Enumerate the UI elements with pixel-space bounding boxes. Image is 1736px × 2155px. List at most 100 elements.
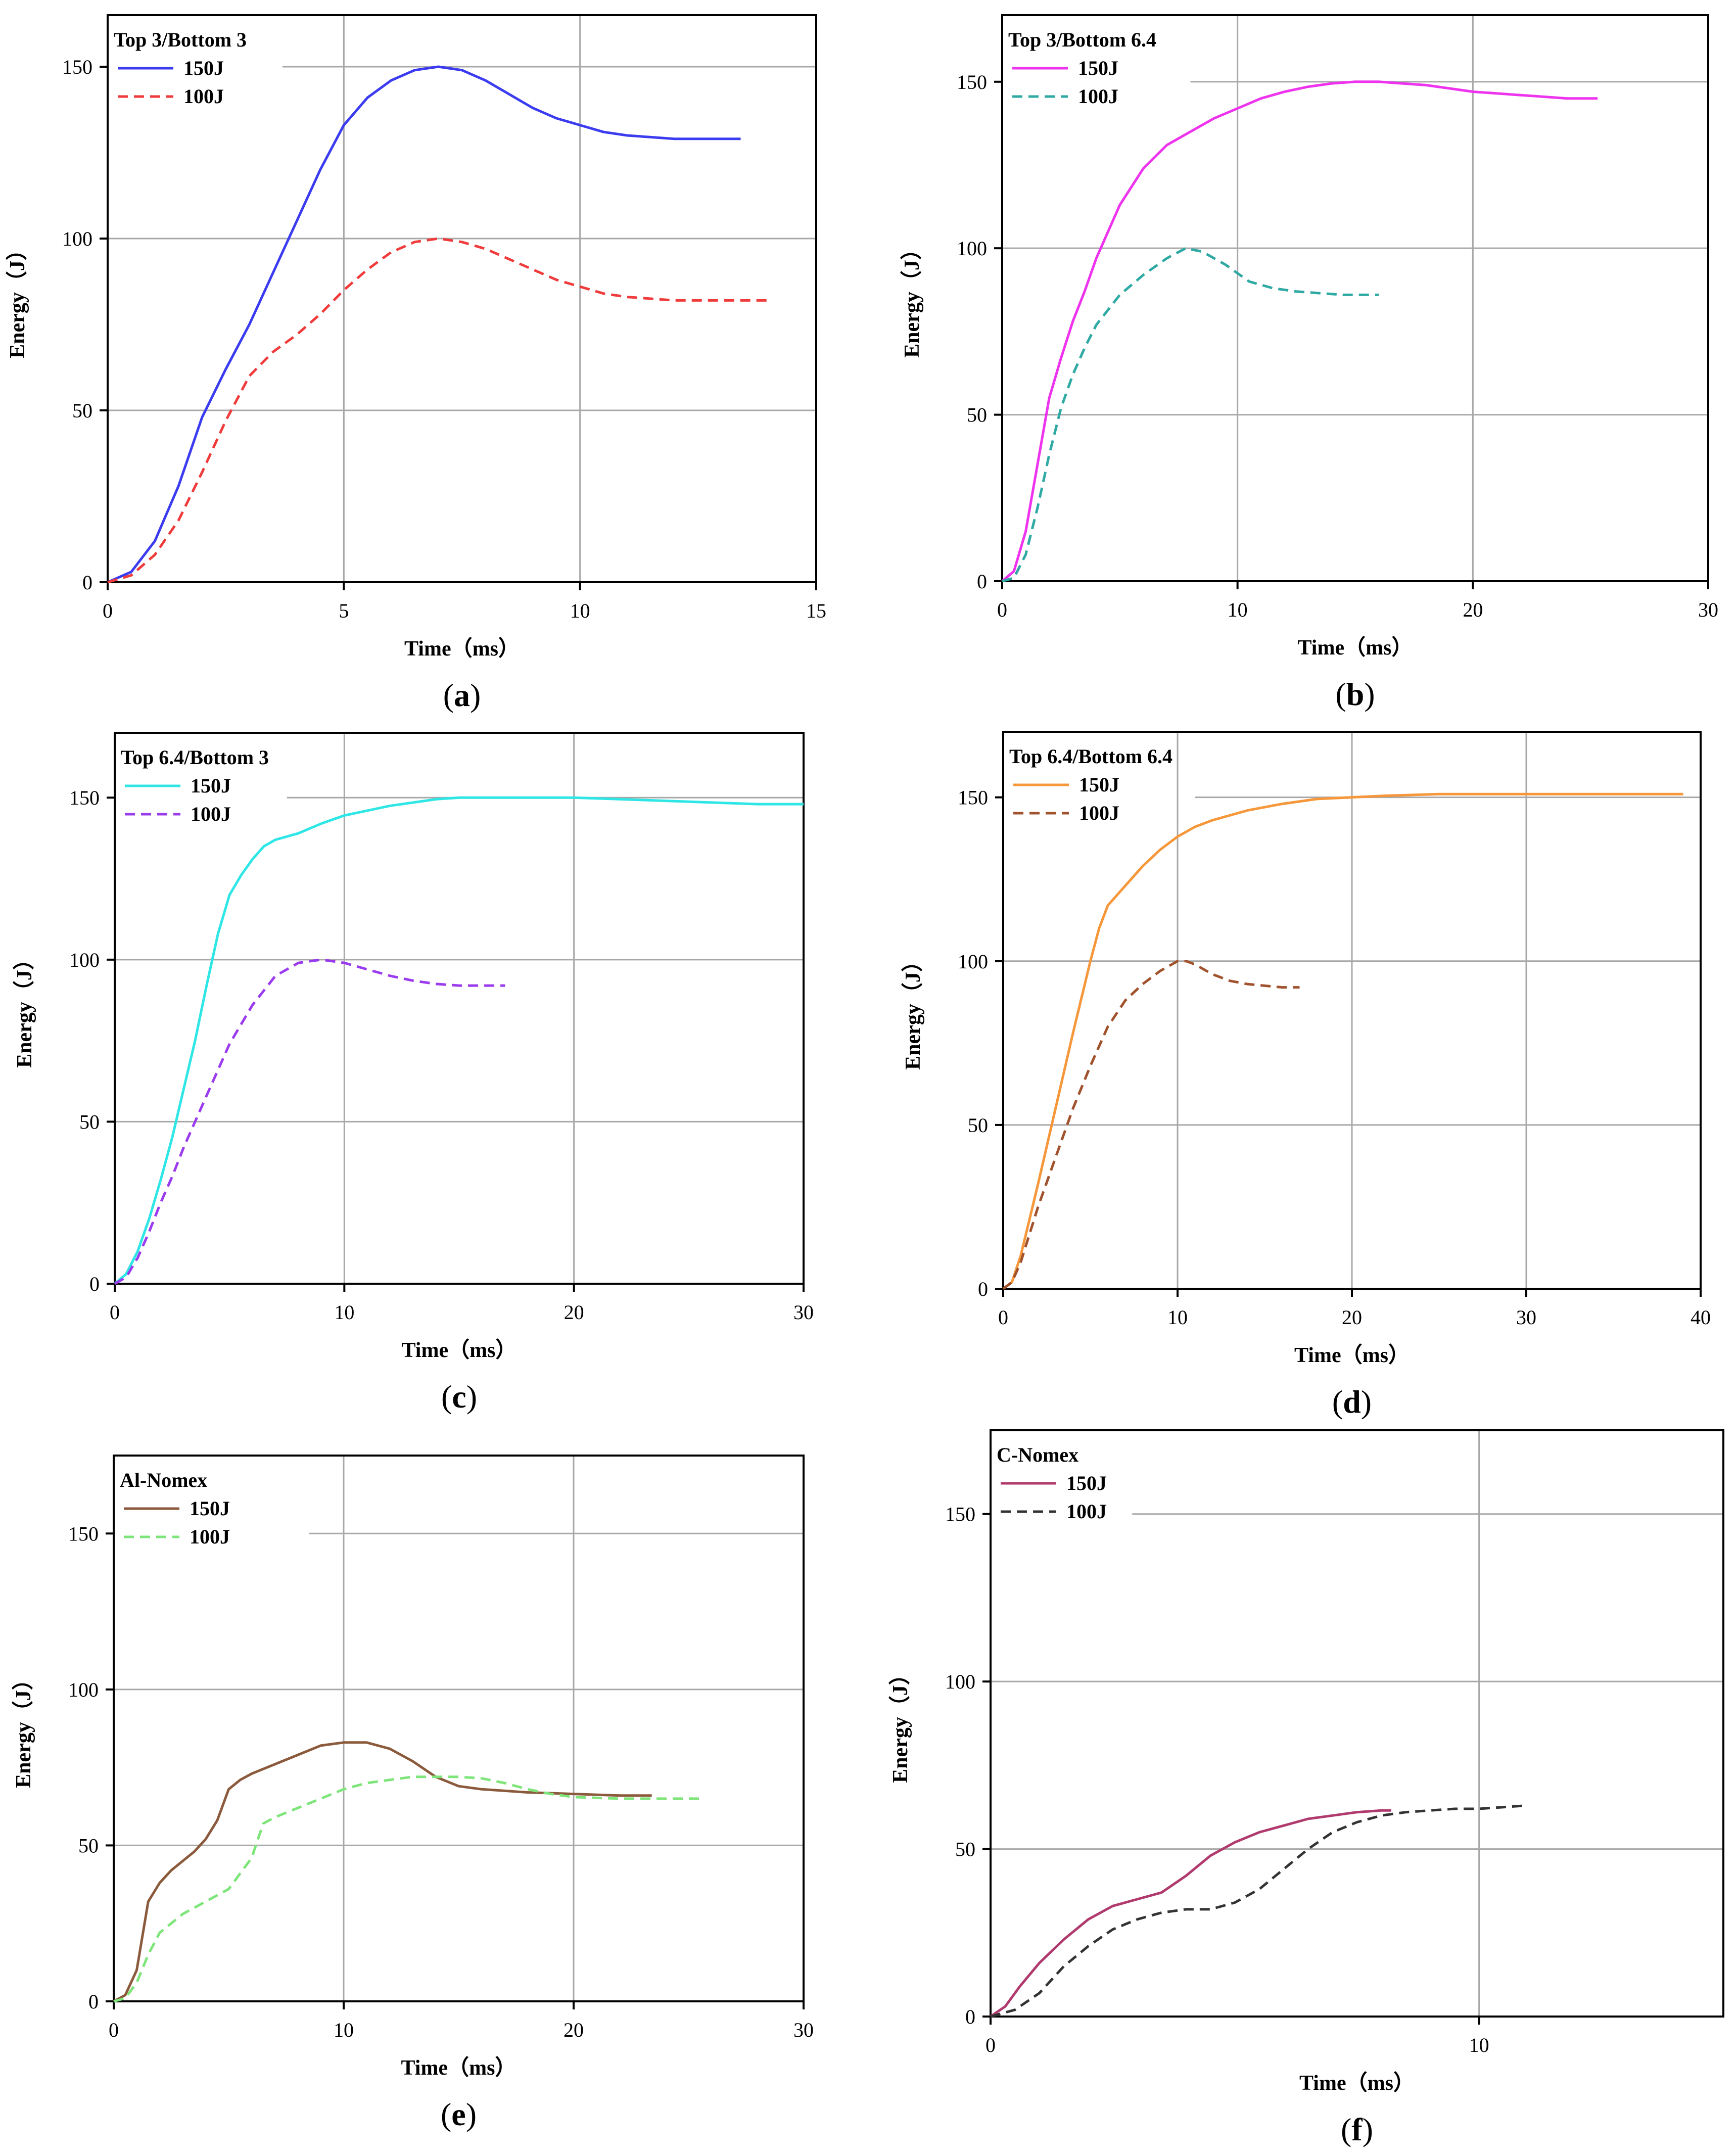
chart-panel-c: 0 10 20 30 0 50 100 150 Time（ms） Energy（J） Top 6.4… <box>13 732 814 1415</box>
y-tick-label: 150 <box>958 786 988 809</box>
legend-label-100J: 100J <box>183 85 224 108</box>
y-tick-label: 0 <box>88 1990 99 2013</box>
y-axis-label: Energy（J） <box>12 1669 35 1788</box>
x-axis-label: Time（ms） <box>1298 636 1413 660</box>
x-tick-label: 30 <box>1516 1306 1536 1329</box>
x-tick-label: 30 <box>793 2019 814 2041</box>
x-tick-label: 10 <box>1228 598 1248 621</box>
chart-panel-f: 0 10050100150Time（ms）Energy（J）C-Nomex150J… <box>888 1429 1724 2147</box>
x-tick-label: 20 <box>1342 1306 1362 1329</box>
series-line-150J <box>1002 792 1683 1290</box>
x-tick-label: 0 <box>109 2019 119 2041</box>
legend-title: Al-Nomex <box>120 1469 207 1491</box>
y-axis-label: Energy（J） <box>6 239 29 358</box>
panel-label-letter: b <box>1346 676 1365 712</box>
y-tick-label: 50 <box>72 399 92 422</box>
x-tick-label: 0 <box>103 599 113 622</box>
panel-label: (d) <box>1332 1384 1372 1420</box>
y-tick-label: 150 <box>68 1522 99 1545</box>
legend-label-150J: 150J <box>1078 57 1118 79</box>
y-tick-label: 100 <box>958 950 988 973</box>
legend-label-150J: 150J <box>183 57 224 79</box>
y-axis-label: Energy（J） <box>888 1664 912 1783</box>
panel-label-letter: c <box>452 1379 466 1415</box>
x-tick-label: 0 <box>997 598 1007 621</box>
x-tick-label: 20 <box>564 1301 584 1324</box>
plot-frame <box>1001 14 1709 582</box>
x-tick-label: 10 <box>570 599 590 622</box>
series-line-150J <box>113 1741 652 2003</box>
legend-label-150J: 150J <box>1066 1472 1107 1494</box>
chart-panel-e: 0 10 20 30 0 50 100 150 Time（ms） Energy（J） Al-Nome… <box>12 1455 814 2132</box>
y-tick-label: 50 <box>79 1110 100 1133</box>
legend-label-150J: 150J <box>191 774 231 797</box>
panel-label-letter: e <box>451 2096 465 2132</box>
y-tick-label: 0 <box>82 571 92 594</box>
y-tick-label: 150 <box>62 56 92 78</box>
y-tick-label: 100 <box>62 227 92 250</box>
legend-title: Top 3/Bottom 3 <box>114 28 247 51</box>
x-axis-label: Time（ms） <box>402 1338 517 1362</box>
x-tick-label: 10 <box>1469 2034 1489 2056</box>
x-tick-label: 10 <box>334 1301 354 1324</box>
plot-frame <box>114 732 805 1285</box>
legend-label-100J: 100J <box>190 1525 230 1548</box>
legend-label-100J: 100J <box>191 803 231 825</box>
x-tick-label: 0 <box>986 2034 996 2056</box>
x-tick-label: 10 <box>334 2019 354 2041</box>
y-tick-label: 50 <box>955 1838 975 1861</box>
x-tick-label: 0 <box>998 1306 1008 1329</box>
y-tick-label: 50 <box>967 404 987 427</box>
panel-label: (c) <box>441 1379 477 1415</box>
y-tick-label: 50 <box>968 1114 988 1137</box>
panel-label: (b) <box>1335 676 1375 712</box>
panel-label-letter: a <box>454 677 470 713</box>
y-tick-label: 100 <box>957 237 987 260</box>
x-tick-label: 20 <box>1463 598 1483 621</box>
series-line-150J <box>114 796 804 1285</box>
x-tick-label: 5 <box>339 599 349 622</box>
legend-label-150J: 150J <box>1079 773 1119 796</box>
x-axis-label: Time（ms） <box>404 637 520 661</box>
series-line-100J <box>990 1804 1528 2018</box>
series-line-100J <box>1002 247 1379 583</box>
legend-title: Top 6.4/Bottom 6.4 <box>1009 745 1172 768</box>
x-tick-label: 20 <box>564 2019 584 2041</box>
series-line-150J <box>1001 80 1598 582</box>
series-line-150J <box>107 65 741 584</box>
series-line-100J <box>1002 960 1300 1290</box>
chart-panel-d: 0 10 20 30 40 0 50 100 150 Time（ms） Energy（J） Top 6… <box>901 731 1711 1420</box>
y-axis-label: Energy（J） <box>901 951 925 1070</box>
y-tick-label: 100 <box>945 1670 975 1693</box>
y-tick-label: 150 <box>69 786 100 809</box>
y-axis-label: Energy（J） <box>13 949 36 1068</box>
y-tick-label: 100 <box>69 949 100 971</box>
panel-label-letter: d <box>1343 1384 1361 1420</box>
legend-label-150J: 150J <box>190 1497 230 1520</box>
y-tick-label: 0 <box>89 1273 100 1295</box>
y-tick-label: 150 <box>957 71 987 93</box>
x-tick-label: 0 <box>110 1301 120 1324</box>
x-axis-label: Time（ms） <box>1299 2071 1415 2095</box>
series-line-100J <box>114 958 505 1285</box>
x-tick-label: 30 <box>1698 598 1718 621</box>
x-axis-label: Time（ms） <box>1294 1343 1410 1367</box>
series-line-100J <box>113 1775 700 2003</box>
x-tick-label: 15 <box>806 599 826 622</box>
y-tick-label: 50 <box>78 1834 99 1857</box>
panel-label: (f) <box>1341 2112 1373 2147</box>
legend-label-100J: 100J <box>1078 85 1118 108</box>
series-line-150J <box>990 1809 1391 2018</box>
y-tick-label: 0 <box>978 1278 988 1300</box>
x-axis-label: Time（ms） <box>401 2056 517 2080</box>
chart-panel-b: 0 10 20 30 0 50 100 150 Time（ms） Energy（J） Top 3/B… <box>900 14 1718 712</box>
y-tick-label: 0 <box>965 2005 975 2028</box>
x-tick-label: 40 <box>1691 1306 1711 1329</box>
plot-frame <box>107 14 817 583</box>
y-axis-label: Energy（J） <box>900 239 924 358</box>
legend-title: C-Nomex <box>997 1443 1078 1466</box>
legend-title: Top 3/Bottom 6.4 <box>1008 28 1156 51</box>
legend-label-100J: 100J <box>1066 1500 1107 1523</box>
